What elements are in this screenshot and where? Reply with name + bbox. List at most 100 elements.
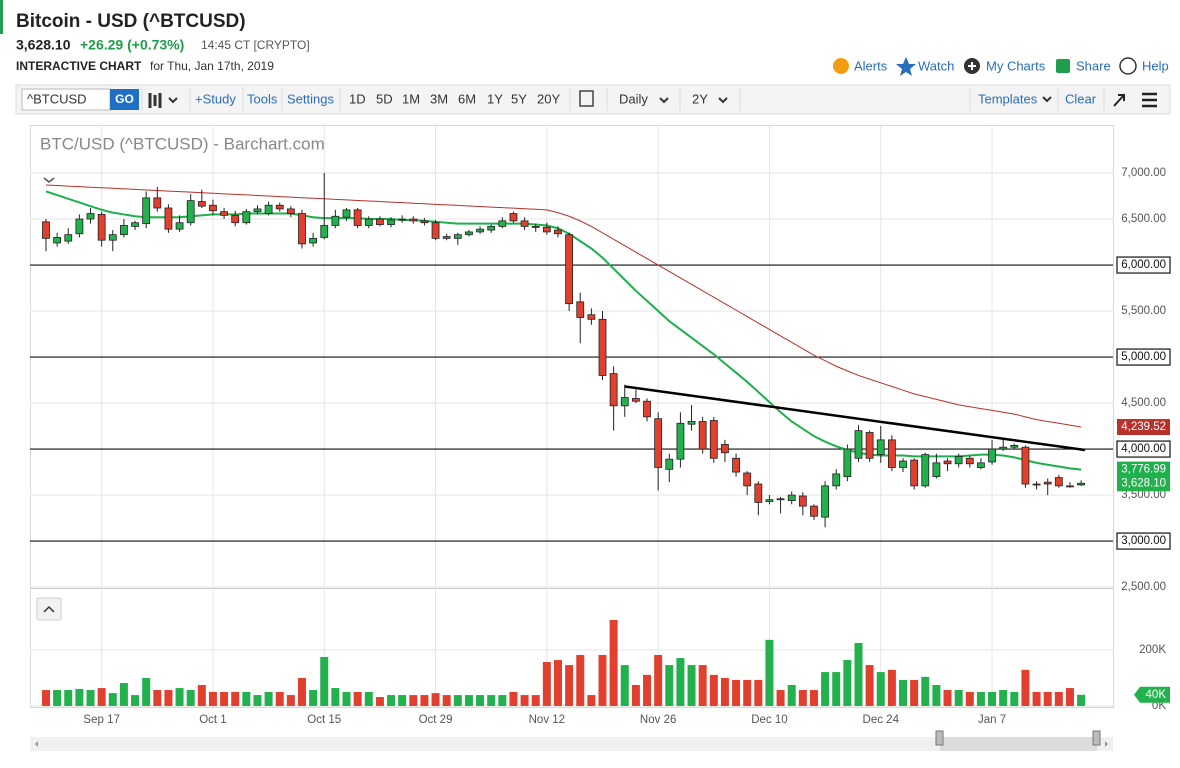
collapse-top[interactable]: [43, 177, 55, 183]
expand-icon[interactable]: [1113, 94, 1125, 107]
range-button[interactable]: 5D: [376, 91, 393, 106]
hline-label: 6,000.00: [1121, 259, 1166, 271]
volume-bar: [297, 677, 306, 706]
volume-tick-label: 0K: [1152, 700, 1166, 712]
volume-bar: [999, 690, 1008, 706]
x-tick-label: Sep 17: [83, 714, 119, 726]
share-link[interactable]: Share: [1076, 58, 1111, 73]
range-button[interactable]: 1M: [402, 91, 420, 106]
range-button[interactable]: 3M: [430, 91, 448, 106]
candle-body: [309, 237, 318, 244]
templates[interactable]: Templates: [978, 91, 1038, 106]
volume-toggle[interactable]: [36, 597, 62, 621]
volume-bar: [865, 665, 874, 706]
candle-body: [565, 234, 574, 305]
candle-body: [743, 472, 752, 487]
range-button[interactable]: 20Y: [537, 91, 560, 106]
period-chevron[interactable]: [718, 97, 728, 104]
period[interactable]: 2Y: [692, 91, 708, 106]
candle-body: [1032, 483, 1041, 486]
menu-icon[interactable]: [1142, 92, 1157, 108]
watch-link[interactable]: Watch: [918, 58, 954, 73]
y-tick-label: 7,000.00: [1121, 167, 1166, 179]
go-button[interactable]: [110, 89, 139, 110]
candle-body: [120, 225, 128, 236]
range-button[interactable]: 5Y: [511, 91, 527, 106]
candle-body: [409, 218, 418, 222]
interval-chevron[interactable]: [659, 97, 669, 104]
volume-bar: [320, 656, 329, 706]
x-tick-label: Oct 29: [419, 714, 453, 726]
volume-bar: [453, 695, 462, 706]
help-link[interactable]: Help: [1142, 58, 1169, 73]
mycharts-link[interactable]: My Charts: [986, 58, 1046, 73]
toolbar-tool[interactable]: Settings: [287, 91, 334, 106]
share-icon[interactable]: [1056, 59, 1070, 73]
candle-body: [776, 498, 785, 501]
volume-bar: [197, 684, 206, 706]
alerts-link[interactable]: Alerts: [854, 58, 888, 73]
volume-bar: [832, 672, 841, 706]
volume-bar: [976, 691, 985, 706]
range-button[interactable]: 1Y: [487, 91, 503, 106]
candle-body: [921, 454, 930, 487]
x-tick-label: Dec 24: [863, 714, 900, 726]
candle-body: [698, 421, 707, 450]
scroll-handle-left[interactable]: [935, 730, 944, 746]
volume-bar: [720, 677, 729, 706]
volume-bar: [787, 684, 796, 706]
chart-type-icon[interactable]: [148, 93, 162, 108]
volume-bar: [242, 691, 251, 706]
volume-bar: [943, 690, 952, 706]
go-text[interactable]: GO: [115, 92, 134, 106]
volume-bar: [364, 691, 373, 706]
price-change: +26.29 (+0.73%): [80, 37, 184, 53]
candle-body: [331, 215, 340, 226]
volume-bar: [409, 695, 418, 706]
candle-body: [965, 457, 974, 465]
volume-tick-label: 200K: [1139, 644, 1166, 656]
alerts-icon[interactable]: [833, 58, 849, 74]
volume-bar: [309, 690, 318, 706]
candle-body: [64, 234, 73, 242]
last-price: 3,628.10: [16, 37, 71, 53]
volume-bar: [631, 684, 640, 706]
candle-body: [709, 420, 718, 459]
scrollbar[interactable]: [30, 737, 1113, 751]
toolbar-tool[interactable]: +Study: [195, 91, 236, 106]
volume-bar: [476, 695, 485, 706]
candle-body: [1054, 477, 1063, 487]
volume-bar: [164, 690, 173, 706]
volume-bar: [42, 690, 50, 706]
candle-body: [1021, 446, 1030, 485]
volume-bar: [843, 660, 852, 706]
candle-body: [832, 473, 841, 487]
clear[interactable]: Clear: [1065, 91, 1097, 106]
interval[interactable]: Daily: [619, 91, 648, 106]
quote-time: 14:45 CT [CRYPTO]: [201, 38, 310, 52]
candle-body: [910, 459, 919, 487]
candle-body: [554, 229, 562, 235]
candle-body: [654, 418, 663, 468]
watch-icon[interactable]: [896, 57, 916, 76]
candle-body: [687, 421, 696, 425]
templates-chevron[interactable]: [1042, 96, 1052, 103]
volume-bar: [776, 690, 785, 706]
range-button[interactable]: 6M: [458, 91, 476, 106]
ma-badge: [1117, 419, 1170, 436]
symbol-text[interactable]: ^BTCUSD: [27, 91, 87, 106]
scroll-thumb[interactable]: [940, 737, 1097, 751]
toolbar-tool[interactable]: Tools: [247, 91, 278, 106]
volume-toggle-icon[interactable]: [43, 605, 55, 613]
calendar-icon[interactable]: [579, 90, 594, 107]
scroll-handle-right[interactable]: [1092, 730, 1101, 746]
candle-body: [676, 422, 685, 460]
chart-type-chevron[interactable]: [168, 97, 178, 104]
range-button[interactable]: 1D: [349, 91, 366, 106]
volume-badge: [1134, 686, 1170, 703]
volume-bar: [887, 669, 896, 706]
candle-body: [186, 200, 195, 224]
ma-label: 3,776.99: [1121, 464, 1166, 476]
candle-body: [498, 220, 507, 227]
help-icon[interactable]: [1119, 57, 1137, 75]
